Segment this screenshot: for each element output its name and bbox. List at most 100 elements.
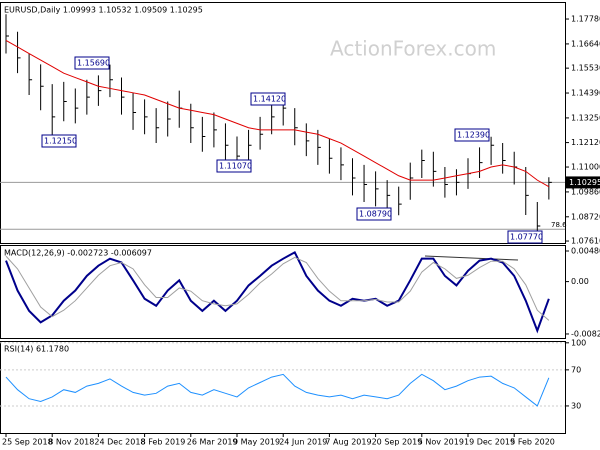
price-bar (155, 108, 160, 144)
y-tick-label: 1.11000 (571, 163, 600, 172)
y-tick-label: 100 (571, 338, 586, 347)
price-bar (109, 64, 113, 98)
price-bar (421, 149, 425, 178)
price-bar (5, 14, 9, 54)
y-tick-label: 1.09860 (571, 187, 600, 196)
price-bar (386, 180, 391, 213)
pane-frame (0, 2, 566, 244)
annotation: 1.14120 (253, 95, 286, 104)
annotation-box (74, 56, 110, 70)
price-bar (86, 79, 90, 115)
x-tick-label: 5 Feb 2020 (510, 438, 555, 447)
x-tick-label: 25 Sep 2018 (2, 438, 53, 447)
price-bar (548, 177, 552, 200)
price-bar (28, 53, 33, 95)
price-bar (490, 136, 495, 165)
level-label: 78.6 (551, 221, 567, 229)
watermark: ActionForex.com (330, 37, 496, 61)
y-tick-label: 1.15530 (571, 64, 600, 73)
annotation-box (507, 230, 543, 244)
annotation-box (216, 159, 252, 173)
price-bar (328, 138, 333, 174)
price-bar (363, 164, 368, 202)
y-tick-label: 1.17780 (571, 15, 600, 24)
line (5, 255, 550, 321)
price-bar (74, 88, 79, 124)
price-bar (167, 101, 171, 137)
pane-title: EURUSD,Daily 1.09993 1.10532 1.09509 1.1… (4, 6, 203, 15)
annotation-box (41, 134, 77, 148)
price-bar (444, 167, 448, 198)
price-bar (398, 186, 402, 216)
x-tick-label: 8 Nov 2018 (48, 438, 94, 447)
x-tick-label: 5 Nov 2019 (418, 438, 464, 447)
x-tick-label: 8 Feb 2019 (141, 438, 186, 447)
price-bar (340, 147, 344, 181)
price-bar (51, 84, 56, 142)
price-bar (248, 129, 252, 161)
price-bar (63, 81, 67, 122)
pane-title: MACD(12,26,9) -0.002723 -0.006097 (4, 249, 152, 258)
price-bar (213, 112, 217, 148)
annotation-box (454, 128, 490, 142)
annotation: 1.11070 (219, 162, 252, 171)
price-bar (432, 151, 437, 187)
price-bar (224, 123, 229, 161)
price-bar (190, 103, 194, 144)
price-bar (502, 143, 506, 174)
y-tick-label: 1.07610 (571, 237, 600, 246)
line (5, 39, 550, 188)
price-bar (40, 64, 44, 111)
price-bar (375, 171, 379, 207)
line (5, 373, 550, 407)
price-bar (455, 169, 460, 196)
x-tick-label: 19 Dec 2019 (464, 438, 515, 447)
price-bar (294, 108, 298, 146)
price-bar (17, 31, 21, 74)
annotation: 1.15690 (77, 59, 110, 68)
x-tick-label: 24 Dec 2018 (94, 438, 145, 447)
annotation: 1.07770 (510, 233, 543, 242)
price-bar (132, 92, 137, 130)
price-bar (317, 129, 321, 165)
price-bar (409, 162, 414, 200)
price-bar (178, 90, 183, 128)
price-bar (525, 167, 529, 216)
y-tick-label: 30 (571, 401, 581, 410)
annotation: 1.12390 (457, 131, 490, 140)
y-tick-label: 1.16640 (571, 39, 600, 48)
price-bar (144, 99, 148, 135)
y-tick-label: 0.00 (571, 277, 589, 286)
price-bar (271, 103, 275, 135)
price-bar (97, 75, 102, 106)
pane-frame (0, 245, 566, 339)
price-bar (121, 77, 125, 115)
y-tick-label: 1.08720 (571, 212, 600, 221)
y-tick-label: 1.14390 (571, 89, 600, 98)
price-bar (352, 158, 356, 196)
price-bar (201, 116, 206, 152)
y-tick-label: 1.13250 (571, 113, 600, 122)
y-tick-label: -0.008227 (571, 329, 600, 338)
price-box (566, 176, 600, 189)
annotation: 1.08790 (359, 210, 392, 219)
annotation: 1.12150 (44, 137, 77, 146)
y-tick-label: 1.12120 (571, 138, 600, 147)
y-tick-label: 70 (571, 365, 581, 374)
x-tick-label: 24 Jun 2019 (279, 438, 327, 447)
price-bar (259, 116, 264, 150)
y-tick-label: 0.004809 (571, 246, 600, 255)
x-tick-label: 20 Sep 2019 (372, 438, 423, 447)
pane-title: RSI(14) 61.1780 (4, 345, 69, 354)
annotation-box (356, 207, 392, 221)
x-tick-label: 26 Mar 2019 (187, 438, 238, 447)
annotation-box (250, 92, 286, 106)
price-bar (305, 123, 310, 157)
pane-frame (0, 341, 566, 434)
price-bar (479, 147, 483, 178)
x-tick-label: 7 Aug 2019 (325, 438, 371, 447)
x-tick-label: 9 May 2019 (233, 438, 280, 447)
price-label: 1.10295 (569, 178, 600, 187)
trend-line (424, 255, 519, 261)
